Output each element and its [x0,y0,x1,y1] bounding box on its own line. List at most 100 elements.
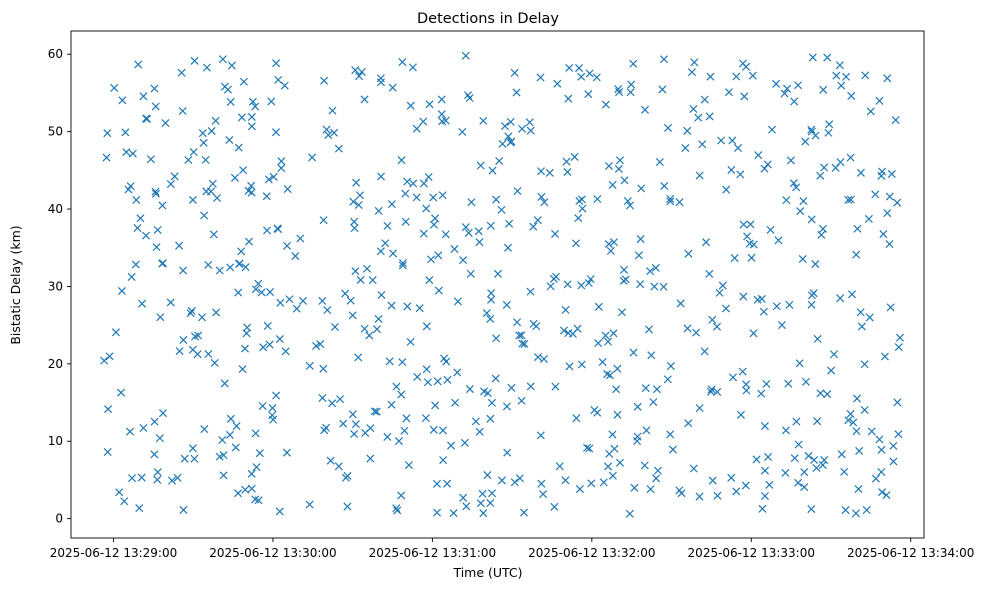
data-point [103,447,112,456]
data-point [433,377,442,386]
data-point [377,290,386,299]
data-point [695,492,704,501]
data-point [824,128,833,137]
data-point [240,344,250,353]
data-point [818,461,827,470]
data-point [267,97,276,106]
data-point [402,414,411,423]
data-point [652,385,661,394]
data-point [526,382,535,391]
data-point [127,272,136,281]
data-point [713,491,722,500]
data-point [503,448,512,457]
data-point [141,231,151,240]
data-point [151,187,160,196]
data-point [366,454,375,463]
data-point [565,362,574,371]
data-point [128,149,137,158]
data-point [878,167,887,176]
data-point [239,166,248,175]
data-point [860,405,869,414]
data-point [476,499,485,508]
data-point [374,206,383,215]
data-point [698,140,707,149]
data-point [431,401,440,410]
data-point [237,247,246,256]
data-point [646,267,655,276]
data-point [158,259,167,268]
data-point [608,180,617,189]
data-point [513,318,522,327]
data-point [412,193,421,202]
data-point [689,464,698,473]
data-point [627,80,636,89]
data-point [265,288,275,297]
data-point [351,420,360,429]
data-point [252,463,261,472]
data-point [853,224,862,233]
data-point [692,328,701,337]
data-point [780,89,789,98]
data-point [328,106,337,115]
data-point [389,249,398,258]
data-point [790,454,799,463]
data-point [298,296,308,305]
data-point [491,374,500,383]
data-point [175,241,184,250]
data-point [211,116,220,125]
data-point [361,428,370,437]
data-point [429,220,438,229]
data-point [425,100,434,109]
data-point [351,66,360,75]
data-point [749,329,758,338]
data-point [794,81,803,90]
data-point [397,156,406,165]
data-point [885,240,894,249]
data-point [718,281,727,290]
data-point [796,207,805,216]
data-point [115,488,124,497]
data-point [273,224,282,233]
data-point [739,292,748,301]
data-point [408,63,417,72]
data-point [820,456,829,465]
data-point [733,143,743,152]
data-point [577,281,586,290]
data-point [601,331,610,340]
x-tick-label: 2025-06-12 13:34:00 [847,546,974,560]
data-point [813,417,822,426]
data-point [230,173,239,182]
data-point [851,509,860,518]
data-point [660,181,669,191]
data-point [152,243,161,252]
data-point [438,191,447,200]
data-point [464,228,473,237]
data-point [104,405,113,414]
data-point [867,427,876,436]
data-point [285,295,294,304]
data-point [319,364,328,373]
data-point [170,172,179,181]
data-point [533,216,542,225]
data-point [601,100,610,109]
data-point [846,195,855,204]
data-point [251,102,260,111]
data-point [633,436,642,446]
data-point [555,462,564,471]
data-point [247,469,256,478]
data-point [645,325,654,334]
data-point [459,256,468,265]
data-point [855,446,864,455]
data-point [540,198,549,207]
data-point [762,379,771,388]
data-point [142,114,151,123]
data-point [422,322,431,331]
data-point [520,508,529,517]
data-point [247,112,256,121]
data-point [820,163,829,172]
data-point [486,221,495,230]
data-point [706,387,716,396]
data-point [251,495,260,504]
data-point [889,457,898,466]
data-point [201,155,210,164]
